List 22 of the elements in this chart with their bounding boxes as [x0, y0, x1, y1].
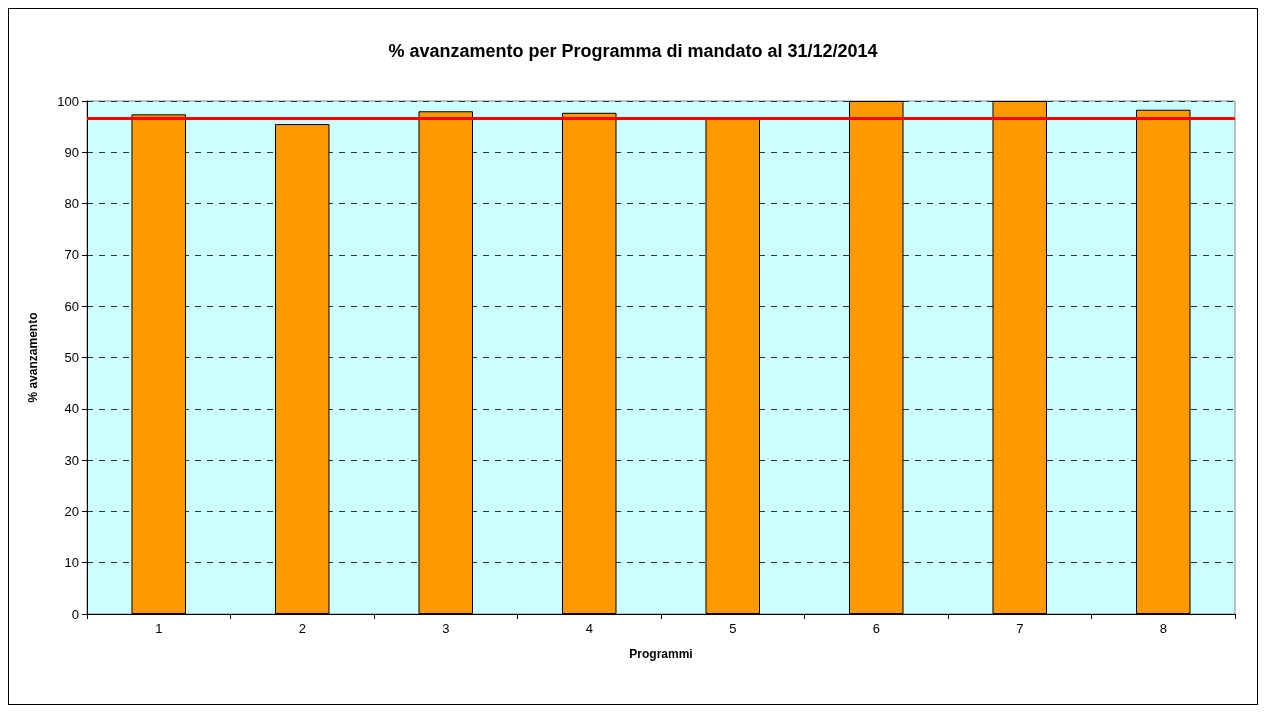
y-tick-label: 0	[71, 606, 79, 622]
x-tick-label: 3	[442, 621, 450, 636]
x-tick-label: 2	[298, 621, 306, 636]
y-tick-label: 40	[64, 401, 79, 417]
y-axis-title: % avanzamento	[26, 312, 40, 403]
x-axis-title: Programmi	[629, 647, 693, 661]
y-tick-label: 80	[64, 196, 79, 212]
x-tick-label: 8	[1159, 621, 1167, 636]
x-tick-label: 7	[1016, 621, 1024, 636]
chart-title: % avanzamento per Programma di mandato al 31/12/2014	[388, 41, 878, 61]
y-tick-label: 30	[64, 452, 79, 468]
x-tick-label: 6	[872, 621, 880, 636]
y-tick-label: 20	[64, 503, 79, 519]
y-tick-label: 10	[64, 555, 79, 571]
x-tick-label: 5	[729, 621, 737, 636]
y-tick-label: 50	[64, 350, 79, 365]
y-tick-label: 70	[64, 247, 79, 263]
y-tick-label: 90	[64, 144, 79, 160]
y-tick-label: 60	[64, 298, 79, 314]
y-tick-label: 100	[57, 93, 79, 109]
x-tick-label: 4	[585, 621, 593, 636]
x-tick-label: 1	[155, 621, 163, 636]
